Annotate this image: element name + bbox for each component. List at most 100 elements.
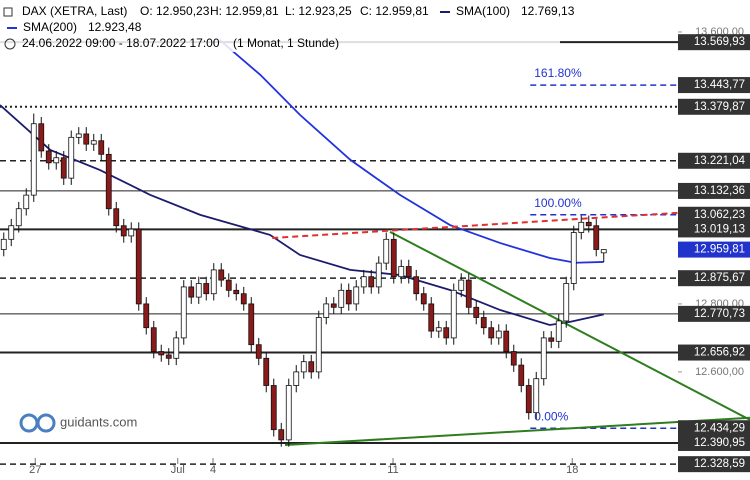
candle-body <box>510 351 517 366</box>
ohlc-value: H: 12.959,81 <box>210 4 279 18</box>
logo-icon <box>19 413 39 433</box>
level-label: 12.434,29 <box>694 422 745 434</box>
level-box <box>678 420 750 437</box>
candle-body <box>68 136 75 179</box>
period: 24.06.2022 09:00 - 18.07.2022 17:00 <box>22 36 220 50</box>
level-label: 12.959,81 <box>694 244 745 256</box>
candle-body <box>480 317 487 329</box>
candle-body <box>0 238 7 250</box>
candle-body <box>495 330 502 339</box>
logo: guidants.com <box>19 413 137 433</box>
candle-body <box>420 293 427 305</box>
candle-body <box>398 266 405 278</box>
level-label: 12.390,95 <box>694 437 745 449</box>
level-label: 13.132,36 <box>694 185 745 197</box>
y-tick-label: 12.600,00 <box>695 366 744 378</box>
level-label: 12.770,73 <box>694 308 745 320</box>
candle-body <box>240 293 247 305</box>
candle-body <box>23 194 30 210</box>
candle-body <box>203 283 210 295</box>
candle-body <box>83 133 90 145</box>
candle-body <box>405 266 412 278</box>
candle-body <box>248 303 255 346</box>
candle-body <box>585 221 592 227</box>
level-box <box>678 77 750 94</box>
candle-body <box>128 228 135 237</box>
legend-value: 12.769,13 <box>521 4 575 18</box>
level-label: 13.019,13 <box>694 223 745 235</box>
level-box <box>678 34 750 51</box>
candle-body <box>143 303 150 329</box>
clock-icon <box>4 38 16 50</box>
level-box <box>678 221 750 238</box>
level-box <box>678 270 750 287</box>
candle-body <box>600 249 607 254</box>
candle-body <box>75 133 82 138</box>
candle-body <box>38 123 45 152</box>
ohlc-value: C: 12.959,81 <box>360 4 429 18</box>
fib-text: 0.00% <box>534 409 568 423</box>
candle-body <box>98 140 105 155</box>
candle-body <box>210 269 217 295</box>
candle-body <box>330 303 337 308</box>
candle-body <box>158 351 165 356</box>
candle-body <box>195 283 202 298</box>
candle-body <box>525 385 532 414</box>
candle-body <box>383 238 390 264</box>
candle-body <box>353 286 360 305</box>
candle-body <box>113 208 120 227</box>
candle-body <box>503 330 510 352</box>
candle-body <box>465 279 472 308</box>
instrument-icon <box>3 7 13 17</box>
candle-body <box>120 225 127 237</box>
candle-body <box>135 228 142 305</box>
candle-body <box>345 289 352 305</box>
candle-body <box>233 289 240 295</box>
level-label: 13.569,93 <box>694 36 745 48</box>
level-label: 12.875,67 <box>694 272 745 284</box>
candle-body <box>15 208 22 227</box>
level-box <box>678 344 750 361</box>
candle-body <box>555 320 562 342</box>
candle-body <box>293 371 300 386</box>
legend-name: SMA(100) <box>456 4 510 18</box>
candle-body <box>548 337 555 342</box>
candle-body <box>255 344 262 359</box>
level-box <box>678 98 750 115</box>
candle-body <box>263 357 270 386</box>
level-box <box>678 434 750 451</box>
candle-body <box>270 385 277 431</box>
interval: (1 Monat, 1 Stunde) <box>233 36 339 50</box>
fib-text: 100.00% <box>534 196 582 210</box>
candle-body <box>45 150 52 164</box>
candle-body <box>315 317 322 373</box>
level-label: 13.379,87 <box>694 101 745 113</box>
ohlc-value: O: 12.950,23 <box>140 4 210 18</box>
sma-line <box>0 104 604 326</box>
candle-body <box>443 327 450 339</box>
candle-body <box>360 276 367 288</box>
candle-body <box>338 289 345 308</box>
fib-text: 161.80% <box>534 66 582 80</box>
legend-name: SMA(200) <box>23 20 77 34</box>
level-label: 12.328,59 <box>694 458 745 470</box>
x-tick-label: Jul <box>171 464 185 476</box>
candle-body <box>323 303 330 318</box>
x-tick-label: 18 <box>566 464 578 476</box>
candle-body <box>53 157 60 164</box>
candle-body <box>165 354 172 359</box>
level-box <box>678 241 750 258</box>
logo-icon <box>36 413 56 433</box>
logo-text: guidants.com <box>60 414 137 429</box>
header: DAX (XETRA, Last) O: 12.950,23 H: 12.959,8… <box>0 2 575 52</box>
candle-body <box>570 232 577 284</box>
candle-body <box>188 286 195 298</box>
candle-body <box>285 385 292 441</box>
trendline <box>272 211 679 239</box>
ohlc-value: L: 12.923,25 <box>285 4 352 18</box>
candle-body <box>593 225 600 250</box>
candle-body <box>30 123 37 196</box>
candle-body <box>458 279 465 291</box>
level-box <box>678 305 750 322</box>
